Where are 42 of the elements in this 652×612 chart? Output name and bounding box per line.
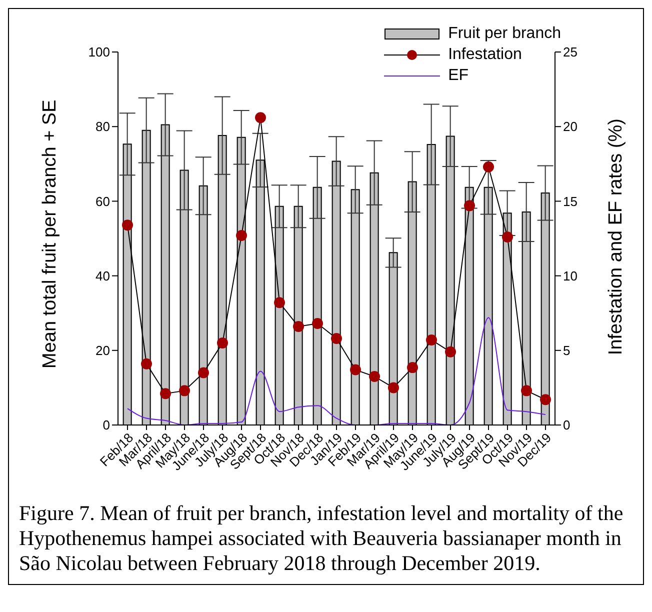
legend-label: Fruit per branch [448,24,561,44]
point [293,321,304,332]
point [217,337,228,348]
legend-label: EF [448,66,469,86]
point [141,358,152,370]
point [426,334,437,346]
line-series [127,317,546,425]
point [312,318,323,330]
point [255,112,266,124]
y2-tick-label: 20 [563,119,578,134]
point [502,232,513,243]
y2-tick-label: 15 [563,194,578,209]
y2-tick-label: 5 [563,343,570,358]
point [445,346,456,358]
point [350,364,361,376]
point [122,220,133,231]
point [521,385,532,396]
legend-label: Infestation [448,45,522,65]
y-tick-label: 100 [88,44,110,60]
point [236,230,247,242]
y-tick-label: 0 [102,418,110,433]
point [464,200,475,212]
point [331,332,342,344]
caption: Figure 7. Mean of fruit per branch, infestation level and mortality of the Hypothenemus hampei associated with Beauveria bassianaper month in São Nicolau between February 2018 through December 2019. [19,501,624,576]
y2-tick-label: 10 [563,268,578,284]
y-tick-label: 80 [96,119,110,134]
y-axis-title: Mean total fruit per branch + SE [40,100,61,368]
point [540,394,551,406]
point [274,297,285,308]
point [179,385,190,396]
point [407,362,418,374]
point [388,382,399,394]
y2-axis-title: Infestation and EF rates (%) [606,118,627,356]
point [483,161,494,172]
y2-tick-label: 25 [563,44,578,60]
point [198,367,209,378]
y2-tick-label: 0 [563,418,570,433]
y-tick-label: 40 [96,268,110,284]
y-tick-label: 60 [96,194,110,209]
point [160,388,171,400]
y-tick-label: 20 [96,343,110,358]
point [369,371,380,382]
